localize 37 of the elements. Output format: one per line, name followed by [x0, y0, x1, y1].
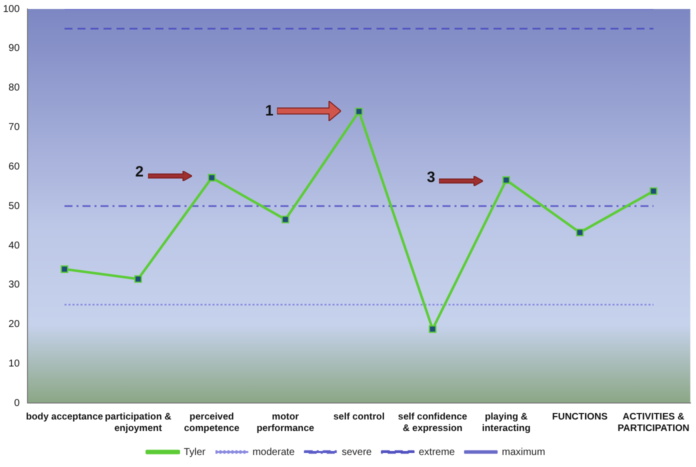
x-tick-label: FUNCTIONS: [552, 412, 608, 423]
x-tick-label: self control: [333, 412, 385, 423]
legend-label: maximum: [502, 446, 546, 458]
y-tick-label: 10: [8, 358, 20, 370]
x-tick-label: playing & interacting: [482, 412, 531, 434]
point: [428, 325, 436, 333]
x-tick-label: perceived competence: [184, 412, 240, 434]
point: [208, 174, 216, 182]
y-tick-label: 0: [14, 398, 20, 409]
legend-label: moderate: [252, 446, 296, 458]
x-tick-label: body acceptance: [26, 412, 104, 423]
y-tick-label: 20: [8, 319, 20, 330]
y-tick-label: 60: [8, 161, 20, 172]
annotation: 1: [265, 102, 274, 120]
point: [502, 176, 510, 184]
y-tick-label: 70: [8, 122, 20, 134]
x-tick-label: motor performance: [256, 412, 314, 434]
x-tick-label: self confidence & expression: [398, 412, 468, 434]
legend-label: extreme: [418, 446, 456, 458]
y-tick-label: 90: [8, 43, 20, 54]
y-tick-label: 50: [8, 200, 20, 212]
y-tick-label: 100: [2, 4, 20, 15]
y-tick-label: 80: [8, 82, 20, 94]
y-tick-label: 40: [8, 240, 20, 252]
point: [60, 265, 68, 273]
y-tick-label: 30: [8, 280, 20, 291]
point: [355, 108, 363, 116]
legend-label: Tyler: [184, 446, 206, 458]
x-tick-label: participation & enjoyment: [104, 412, 172, 434]
point: [650, 187, 658, 195]
point: [134, 275, 142, 283]
legend-label: severe: [342, 446, 372, 458]
annotation: 3: [426, 168, 436, 186]
point: [282, 216, 290, 224]
point: [576, 228, 584, 236]
x-tick-label: ACTIVITIES & PARTICIPATION: [618, 412, 690, 434]
annotation: 2: [135, 164, 144, 181]
